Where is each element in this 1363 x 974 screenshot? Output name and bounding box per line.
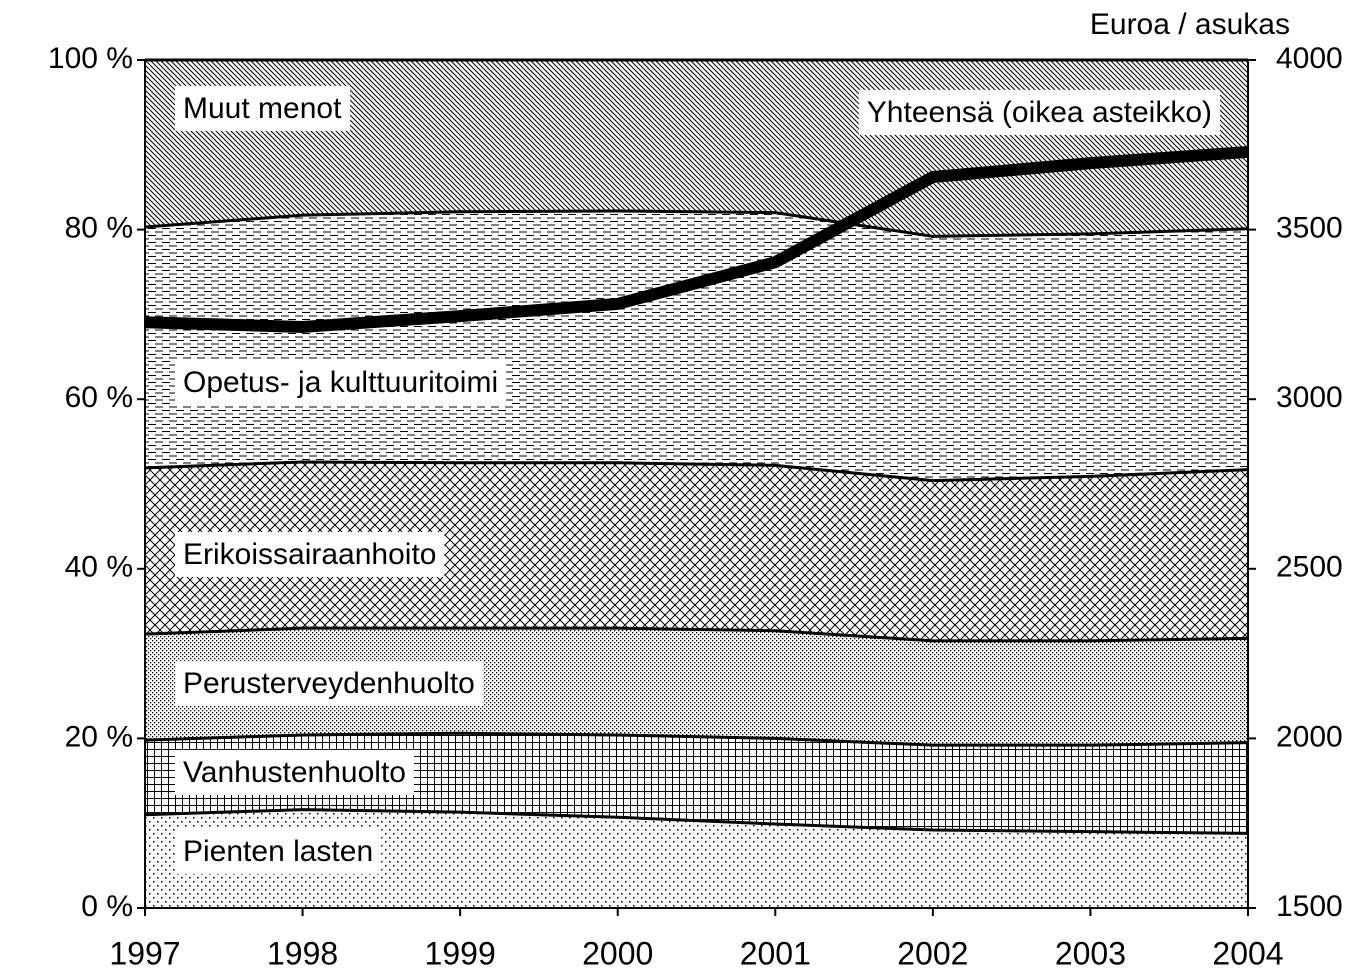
- area-edge: [144, 209, 1249, 238]
- series-label-text: Opetus- ja kulttuuritoimi: [183, 366, 498, 399]
- x-tick-label: 1999: [425, 935, 496, 971]
- x-tick-label: 2001: [740, 935, 811, 971]
- plot-frame: [144, 59, 1249, 909]
- area-edge: [144, 808, 1249, 835]
- x-tick-label: 1997: [109, 935, 180, 971]
- total-line: [144, 145, 1249, 333]
- series-label-text: Vanhustenhuolto: [183, 756, 406, 789]
- area-edge: [144, 626, 1249, 643]
- y2-tick-label: 2500: [1276, 551, 1343, 584]
- label-box: [175, 828, 382, 874]
- x-tick-label: 2002: [897, 935, 968, 971]
- series-label: Yhteensä (oikea asteikko): [858, 89, 1220, 135]
- y2-tick-label: 2000: [1276, 720, 1343, 753]
- series-label: Vanhustenhuolto: [175, 749, 414, 795]
- area: [145, 809, 1248, 908]
- y-tick-label: 20 %: [65, 720, 133, 753]
- y2-axis-label: Euroa / asukas: [1090, 8, 1290, 41]
- area: [145, 210, 1248, 481]
- x-tick-label: 2000: [582, 935, 653, 971]
- series-label-text: Perusterveydenhuolto: [183, 667, 475, 700]
- area: [145, 461, 1248, 641]
- series-label-text: Yhteensä (oikea asteikko): [867, 96, 1212, 129]
- area: [145, 628, 1248, 746]
- label-box: [858, 89, 1220, 135]
- label-box: [175, 660, 483, 706]
- area: [145, 733, 1248, 834]
- series-label: Pienten lasten: [175, 828, 382, 874]
- area-edge: [144, 460, 1249, 483]
- label-box: [175, 85, 351, 131]
- series-label: Muut menot: [175, 85, 351, 131]
- y2-tick-label: 4000: [1276, 42, 1343, 75]
- y-tick-label: 80 %: [65, 212, 133, 245]
- series-label-text: Pienten lasten: [183, 835, 373, 868]
- y-tick-label: 40 %: [65, 551, 133, 584]
- label-box: [175, 749, 414, 795]
- series-label-text: Erikoissairaanhoito: [183, 538, 436, 571]
- series-label: Perusterveydenhuolto: [175, 660, 483, 706]
- y-tick-label: 100 %: [48, 42, 133, 75]
- x-tick-label: 2003: [1055, 935, 1126, 971]
- x-tick-label: 1998: [267, 935, 338, 971]
- y-tick-label: 60 %: [65, 381, 133, 414]
- label-box: [175, 359, 507, 405]
- series-label: Erikoissairaanhoito: [175, 531, 445, 577]
- label-box: [175, 531, 445, 577]
- series-label: Opetus- ja kulttuuritoimi: [175, 359, 507, 405]
- y-tick-label: 0 %: [81, 890, 133, 923]
- series-label-text: Muut menot: [183, 92, 342, 125]
- area-edge: [144, 731, 1249, 747]
- y2-tick-label: 3000: [1276, 381, 1343, 414]
- y2-tick-label: 3500: [1276, 212, 1343, 245]
- y2-tick-label: 1500: [1276, 890, 1343, 923]
- x-tick-label: 2004: [1212, 935, 1283, 971]
